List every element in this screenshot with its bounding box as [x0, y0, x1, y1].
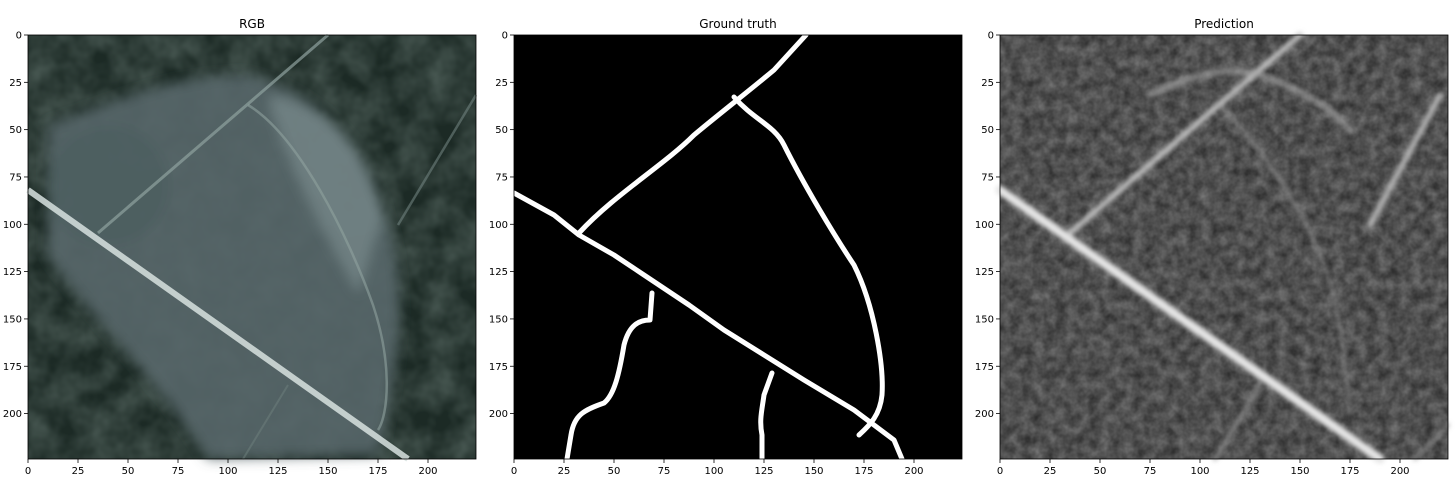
- mask-axes-frame: [513, 34, 963, 460]
- mask-road-diagonal: [576, 32, 809, 236]
- pred-blob-top: [1146, 67, 1354, 134]
- rgb-road-right: [396, 94, 478, 226]
- x-tick-label: 75: [172, 466, 185, 477]
- y-tick-label: 175: [489, 362, 508, 373]
- y-tick-label: 75: [981, 172, 994, 183]
- mask-road-right-branch: [758, 370, 775, 462]
- x-tick-label: 175: [368, 466, 387, 477]
- x-tick-label: 75: [658, 466, 671, 477]
- x-tick-label: 100: [704, 466, 723, 477]
- pred-x-axis: 0 25 50 75 100 125 150 175 200: [997, 459, 1410, 477]
- y-tick-label: 150: [3, 314, 22, 325]
- y-tick-label: 125: [975, 267, 994, 278]
- panel-title-rgb: RGB: [239, 17, 265, 31]
- mask-roads: [511, 32, 905, 462]
- x-tick-label: 200: [418, 466, 437, 477]
- y-tick-label: 100: [975, 220, 994, 231]
- panel-ground-truth: Ground truth 0 25 50 75 100 125 150 175 200 0 25 5…: [489, 17, 963, 477]
- x-tick-label: 50: [608, 466, 621, 477]
- y-tick-label: 50: [9, 125, 22, 136]
- rgb-road-main: [26, 187, 410, 462]
- y-tick-label: 175: [3, 362, 22, 373]
- y-tick-label: 0: [502, 31, 508, 42]
- x-tick-label: 25: [1044, 466, 1057, 477]
- y-tick-label: 200: [975, 409, 994, 420]
- rgb-axes-frame: [27, 34, 477, 460]
- panel-rgb: RGB 0 25 50 75 100 125 150 175 200 0 25 50 75 100 125…: [3, 17, 478, 477]
- x-tick-label: 25: [558, 466, 571, 477]
- x-tick-label: 175: [854, 466, 873, 477]
- rgb-road-diagonal: [97, 33, 329, 235]
- pred-road-right: [1367, 92, 1443, 228]
- mask-road-left-branch: [564, 290, 655, 462]
- y-tick-label: 175: [975, 362, 994, 373]
- rgb-y-axis: 0 25 50 75 100 125 150 175 200: [3, 31, 28, 420]
- y-tick-label: 25: [9, 78, 22, 89]
- mask-road-main: [511, 190, 905, 462]
- rgb-image-features: [48, 75, 399, 459]
- mask-y-axis: 0 25 50 75 100 125 150 175 200: [489, 31, 514, 420]
- mask-image-background: [514, 35, 962, 459]
- pred-road-curve: [1218, 103, 1352, 417]
- y-tick-label: 75: [9, 172, 22, 183]
- pred-road-bottom: [1213, 383, 1262, 461]
- mask-x-axis: 0 25 50 75 100 125 150 175 200: [511, 459, 924, 477]
- y-tick-label: 0: [16, 31, 22, 42]
- y-tick-label: 125: [3, 267, 22, 278]
- x-tick-label: 150: [318, 466, 337, 477]
- y-tick-label: 200: [489, 409, 508, 420]
- y-tick-label: 125: [489, 267, 508, 278]
- x-tick-label: 200: [904, 466, 923, 477]
- y-tick-label: 50: [981, 125, 994, 136]
- panel-title-prediction: Prediction: [1194, 17, 1254, 31]
- x-tick-label: 50: [1094, 466, 1107, 477]
- x-tick-label: 125: [1240, 466, 1259, 477]
- y-tick-label: 75: [495, 172, 508, 183]
- x-tick-label: 0: [511, 466, 517, 477]
- x-tick-label: 25: [72, 466, 85, 477]
- x-tick-label: 100: [1190, 466, 1209, 477]
- x-tick-label: 0: [25, 466, 31, 477]
- x-tick-label: 50: [122, 466, 135, 477]
- pred-y-axis: 0 25 50 75 100 125 150 175 200: [975, 31, 1000, 420]
- pred-road-diagonal: [1067, 32, 1303, 236]
- x-tick-label: 150: [804, 466, 823, 477]
- mask-road-curve: [731, 94, 885, 438]
- y-tick-label: 100: [3, 220, 22, 231]
- x-tick-label: 175: [1340, 466, 1359, 477]
- pred-road-main: [995, 185, 1385, 464]
- x-tick-label: 125: [754, 466, 773, 477]
- x-tick-label: 150: [1290, 466, 1309, 477]
- y-tick-label: 0: [988, 31, 994, 42]
- y-tick-label: 25: [495, 78, 508, 89]
- y-tick-label: 150: [975, 314, 994, 325]
- x-tick-label: 100: [218, 466, 237, 477]
- y-tick-label: 200: [3, 409, 22, 420]
- pred-roads: [995, 32, 1450, 464]
- panel-prediction: Prediction 0 25 50 75 100 125 150 175 200 0 25 50 7…: [975, 17, 1450, 477]
- rgb-x-axis: 0 25 50 75 100 125 150 175 200: [25, 459, 438, 477]
- rgb-road-curve: [247, 103, 388, 431]
- y-tick-label: 50: [495, 125, 508, 136]
- rgb-road-bottom: [242, 384, 289, 460]
- pred-road-bottom-right: [1413, 423, 1450, 461]
- x-tick-label: 200: [1390, 466, 1409, 477]
- y-tick-label: 150: [489, 314, 508, 325]
- x-tick-label: 0: [997, 466, 1003, 477]
- panel-title-ground-truth: Ground truth: [699, 17, 777, 31]
- x-tick-label: 75: [1144, 466, 1157, 477]
- y-tick-label: 25: [981, 78, 994, 89]
- x-tick-label: 125: [268, 466, 287, 477]
- y-tick-label: 100: [489, 220, 508, 231]
- pred-axes-frame: [999, 34, 1449, 460]
